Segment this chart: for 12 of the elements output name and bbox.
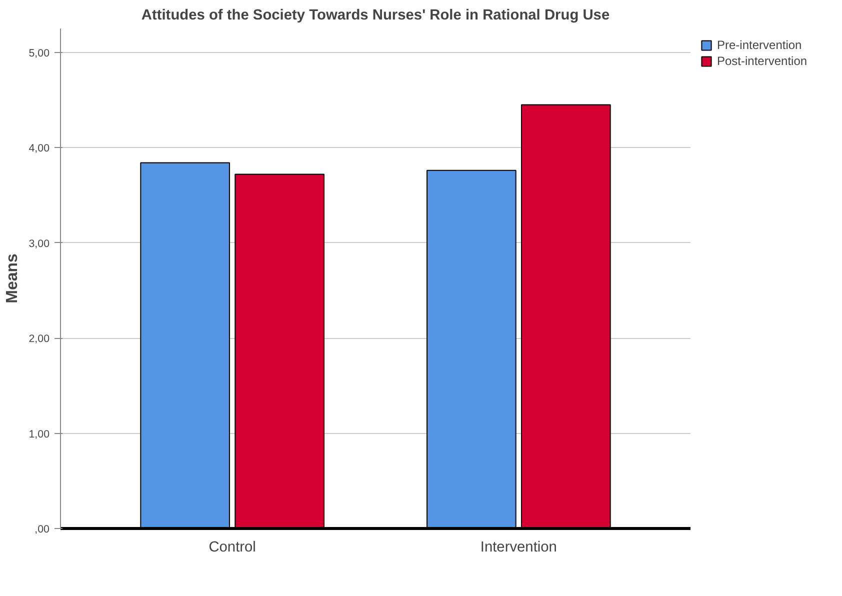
y-tick-label: 4,00 [28, 142, 50, 155]
x-tick-label: Control [208, 540, 256, 556]
y-axis-title: Means [4, 254, 21, 304]
y-tick-label: 5,00 [28, 47, 50, 60]
x-tick-label: Intervention [480, 540, 557, 556]
y-tick-label: 3,00 [28, 238, 50, 250]
y-tick-label: 2,00 [28, 333, 50, 346]
y-tick-label: 1,00 [28, 428, 50, 440]
y-tick-label: ,00 [34, 524, 50, 536]
chart-title: Attitudes of the Society Towards Nurses' Role in Rational Drug Use [141, 8, 610, 24]
legend-label: Pre-intervention [717, 38, 802, 52]
legend-label: Post-intervention [717, 54, 808, 68]
